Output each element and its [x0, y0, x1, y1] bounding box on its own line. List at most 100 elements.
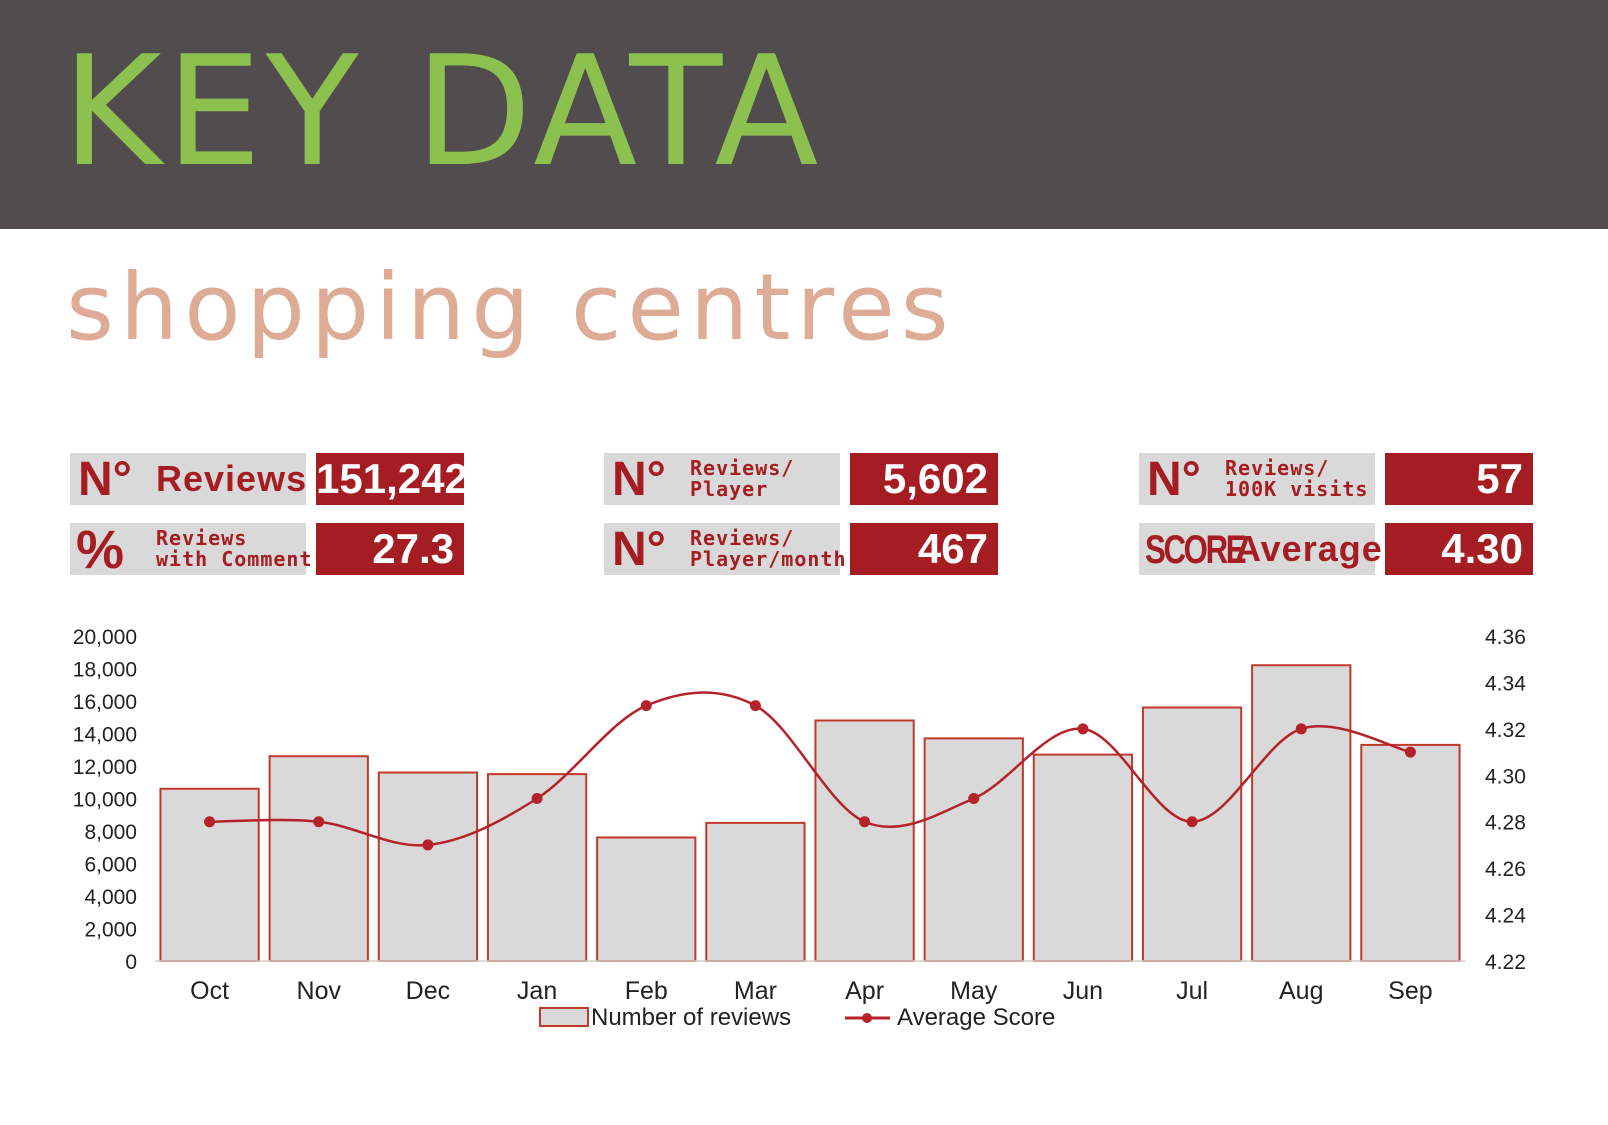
stat-label-box: N° Reviews/ Player/month [604, 523, 846, 576]
stat-label: Average [1235, 528, 1383, 569]
stat-prefix: N° [612, 453, 666, 506]
stat-value-per-player: 5,602 [850, 453, 998, 505]
x-tick-label: Jul [1176, 977, 1208, 1005]
x-tick-label: Jun [1063, 977, 1103, 1005]
bar-jun [1032, 753, 1134, 962]
y-right-tick-label: 4.28 [1485, 812, 1526, 835]
stat-label-box: % Reviews with Comment [70, 520, 312, 580]
legend-point-swatch [862, 1013, 872, 1023]
stat-per-player-month: N° Reviews/ Player/month 467 [604, 523, 998, 575]
y-right-tick-label: 4.32 [1485, 719, 1526, 742]
stat-value-comment: 27.3 [316, 523, 464, 575]
x-tick-label: Aug [1279, 977, 1323, 1005]
bar-apr [814, 719, 915, 962]
bar-may [923, 737, 1024, 962]
legend-bar-swatch [539, 1007, 589, 1027]
y-left-tick-label: 6,000 [84, 854, 137, 877]
score-point-mar [749, 700, 761, 712]
legend-label-score: Average Score [897, 1004, 1055, 1031]
stat-label: Reviews/ Player [690, 453, 794, 510]
bar-aug [1251, 664, 1352, 962]
x-tick-label: Oct [190, 977, 229, 1005]
stat-prefix: N° [78, 453, 132, 506]
score-point-apr [859, 816, 871, 828]
x-tick-label: Sep [1388, 977, 1432, 1005]
x-tick-label: Feb [625, 977, 668, 1005]
bar-jan [486, 773, 588, 962]
score-point-jan [531, 793, 543, 804]
stat-label-box: N° Reviews/ 100K visits [1139, 453, 1375, 505]
bar-dec [377, 771, 479, 962]
y-right-tick-label: 4.30 [1485, 765, 1526, 788]
stat-comment: % Reviews with Comment 27.3 [70, 520, 464, 580]
stat-label-box: SCORE Average [1139, 523, 1382, 575]
stat-prefix: N° [612, 523, 666, 576]
stat-label-line1: Reviews/ [690, 456, 795, 480]
y-left-tick-label: 10,000 [73, 789, 137, 812]
stat-label-box: N° Reviews/ Player [604, 453, 840, 505]
reviews-score-chart: 0 2,000 4,000 6,000 8,000 10,000 12,000 14,000 1… [73, 626, 1526, 1031]
y-left-tick-label: 16,000 [73, 691, 137, 714]
stat-value-per-visits: 57 [1385, 453, 1533, 505]
stat-label-line2: Player/month [690, 547, 847, 571]
stat-label-line1: Reviews/ [1225, 456, 1330, 480]
stat-prefix: N° [1147, 453, 1201, 506]
y-right-tick-label: 4.36 [1485, 626, 1526, 649]
stat-label-box: N° Reviews [70, 453, 306, 505]
stat-value-score: 4.30 [1385, 523, 1533, 575]
y-left-tick-label: 0 [125, 951, 137, 974]
stat-label-line2: with Comment [156, 547, 313, 571]
y-right-tick-label: 4.34 [1485, 672, 1526, 695]
stat-value-reviews: 151,242 [316, 453, 468, 505]
x-tick-label: Apr [845, 977, 884, 1005]
score-point-aug [1295, 723, 1307, 735]
stat-value-per-player-month: 467 [850, 523, 998, 575]
x-tick-label: May [950, 977, 998, 1005]
score-point-may [968, 793, 980, 804]
legend-label-reviews: Number of reviews [591, 1004, 791, 1031]
y-left-tick-label: 12,000 [73, 756, 137, 779]
stat-score: SCORE Average 4.30 [1139, 523, 1533, 575]
stat-label-line1: Reviews/ [690, 526, 795, 550]
y-left-tick-label: 14,000 [73, 724, 137, 747]
y-right-tick-label: 4.24 [1485, 905, 1526, 928]
bar-mar [705, 821, 806, 962]
y-left-tick-label: 8,000 [84, 821, 137, 844]
y-left-tick-label: 18,000 [73, 659, 137, 682]
stat-reviews: N° Reviews 151,242 [70, 453, 468, 505]
x-tick-label: Jan [517, 977, 557, 1005]
bar-sep [1360, 743, 1461, 962]
stat-label: Reviews with Comment [156, 523, 313, 580]
stat-label: Reviews [156, 458, 308, 499]
stat-per-player: N° Reviews/ Player 5,602 [604, 453, 998, 505]
bar-feb [596, 836, 697, 962]
header-banner: KEY DATA [0, 0, 1608, 229]
x-tick-label: Dec [406, 977, 450, 1005]
y-left-tick-label: 2,000 [84, 919, 137, 942]
stat-per-visits: N° Reviews/ 100K visits 57 [1139, 453, 1533, 505]
stat-label: Reviews/ 100K visits [1225, 453, 1368, 510]
stat-label-line1: Reviews [156, 526, 248, 550]
y-right-tick-label: 4.26 [1485, 858, 1526, 881]
page-subtitle: shopping centres [66, 254, 955, 361]
bar-oct [159, 787, 260, 962]
score-point-jul [1186, 816, 1198, 828]
x-tick-label: Mar [734, 977, 777, 1005]
score-point-jun [1077, 723, 1089, 735]
score-point-feb [640, 700, 652, 712]
score-point-dec [422, 839, 434, 851]
stat-label-line2: 100K visits [1225, 477, 1369, 501]
y-right-tick-label: 4.22 [1485, 951, 1526, 974]
score-point-oct [204, 816, 216, 828]
x-tick-label: Nov [297, 977, 342, 1005]
y-left-tick-label: 4,000 [84, 886, 137, 909]
bar-nov [268, 755, 369, 962]
score-point-nov [313, 816, 325, 828]
stat-label: Reviews/ Player/month [690, 523, 847, 580]
score-point-sep [1404, 746, 1416, 758]
stat-prefix: % [76, 520, 125, 580]
stat-label-line2: Player [690, 477, 769, 501]
stat-prefix: SCORE [1145, 528, 1247, 572]
page-title: KEY DATA [62, 23, 823, 200]
y-left-tick-label: 20,000 [73, 626, 137, 649]
